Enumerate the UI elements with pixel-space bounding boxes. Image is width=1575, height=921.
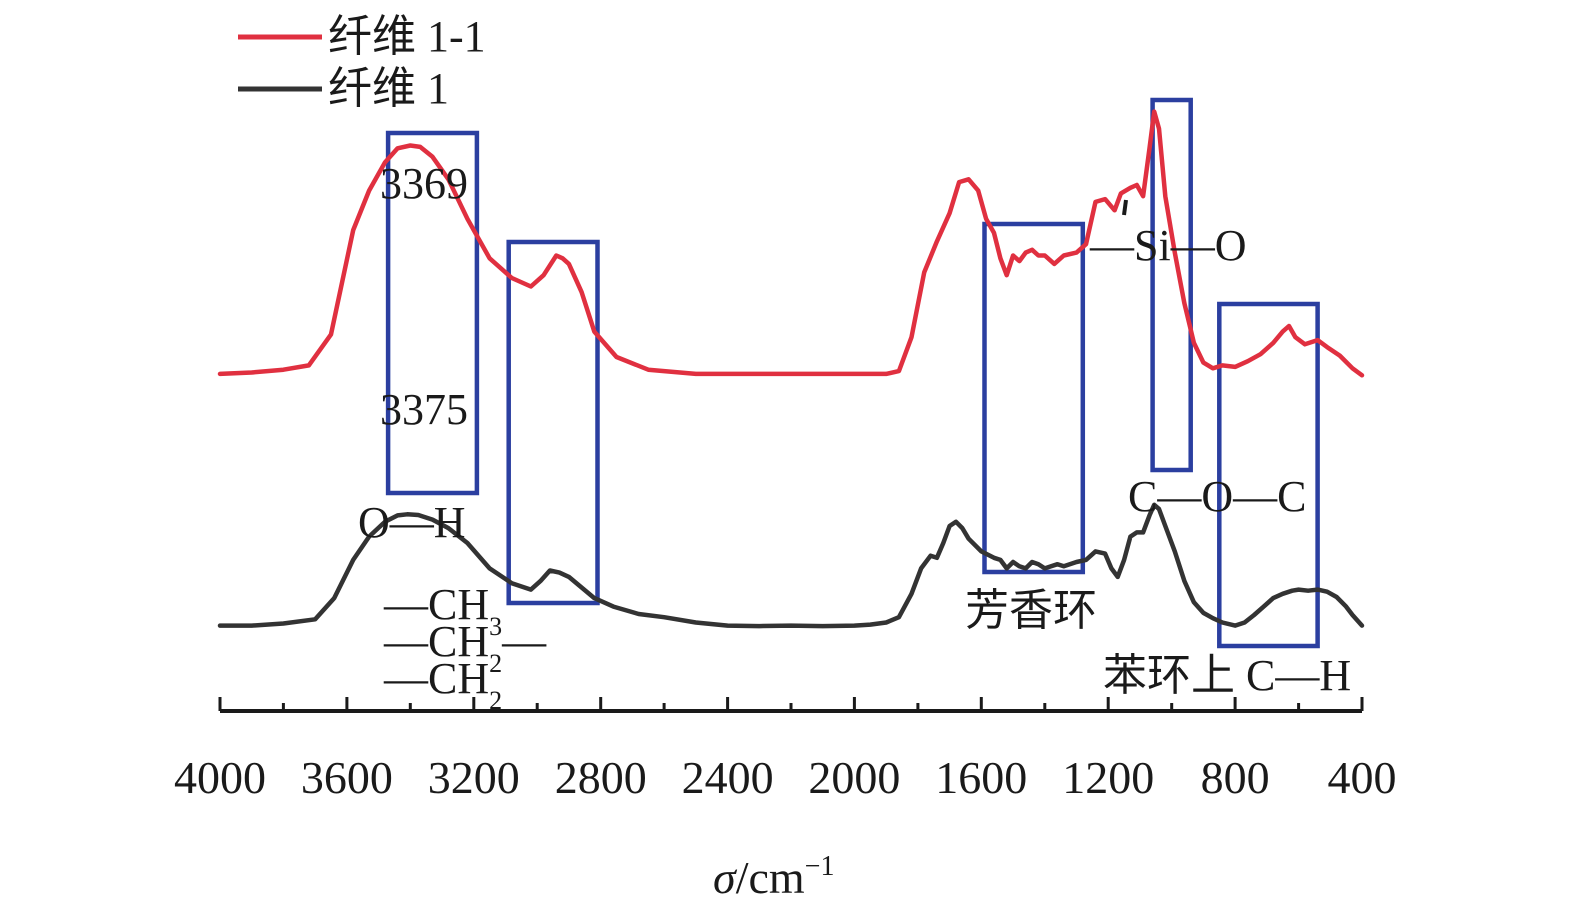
- series-lines: [217, 109, 1365, 629]
- x-tick-label: 2000: [808, 752, 900, 803]
- x-tick-label: 400: [1328, 752, 1397, 803]
- legend: 纤维 1-1 纤维 1: [238, 12, 486, 113]
- annotation-aromatic-ring: 芳香环: [965, 586, 1097, 635]
- legend-label-series-2: 纤维 1: [328, 64, 449, 113]
- x-tick-label: 3200: [428, 752, 520, 803]
- x-axis-ticks: 4000 3600 3200 2800 2400 2000 1600 1200 800 400: [174, 697, 1397, 803]
- legend-label-series-1: 纤维 1-1: [328, 12, 486, 61]
- highlight-box-3: [982, 221, 1086, 575]
- x-tick-label: 800: [1201, 752, 1270, 803]
- x-axis-label: σ/cm−1: [713, 851, 834, 903]
- series-line-1: [217, 109, 1365, 378]
- x-tick-label: 2400: [682, 752, 774, 803]
- annotation-ch2: —CH2: [383, 654, 502, 715]
- annotation-c-o-c: C—O—C: [1128, 472, 1306, 521]
- peak-label-3375: 3375: [380, 385, 468, 434]
- annotation-o-h: O—H: [358, 498, 466, 547]
- annotation-benzene-c-h: 苯环上 C—H: [1103, 651, 1351, 700]
- highlight-box-2: [506, 239, 600, 606]
- x-tick-label: 3600: [301, 752, 393, 803]
- highlight-box-1: [385, 130, 480, 496]
- annotations: 3369 3375 O—H —CH3 —CH2— —CH2 芳香环 —Si—O …: [358, 159, 1351, 715]
- x-tick-label: 4000: [174, 752, 266, 803]
- annotation-ch2-mid: —CH2—: [383, 617, 547, 678]
- series-line-2: [217, 502, 1365, 629]
- annotation-tick-mark: [1122, 199, 1128, 216]
- highlight-box-4: [1150, 97, 1193, 473]
- peak-label-3369: 3369: [380, 159, 468, 208]
- annotation-si-o: —Si—O: [1089, 221, 1246, 270]
- highlight-box-5: [1217, 301, 1320, 649]
- annotation-ch3: —CH3: [383, 580, 502, 641]
- x-tick-label: 1600: [935, 752, 1027, 803]
- highlight-boxes: [385, 97, 1320, 649]
- x-tick-label: 1200: [1062, 752, 1154, 803]
- x-tick-label: 2800: [555, 752, 647, 803]
